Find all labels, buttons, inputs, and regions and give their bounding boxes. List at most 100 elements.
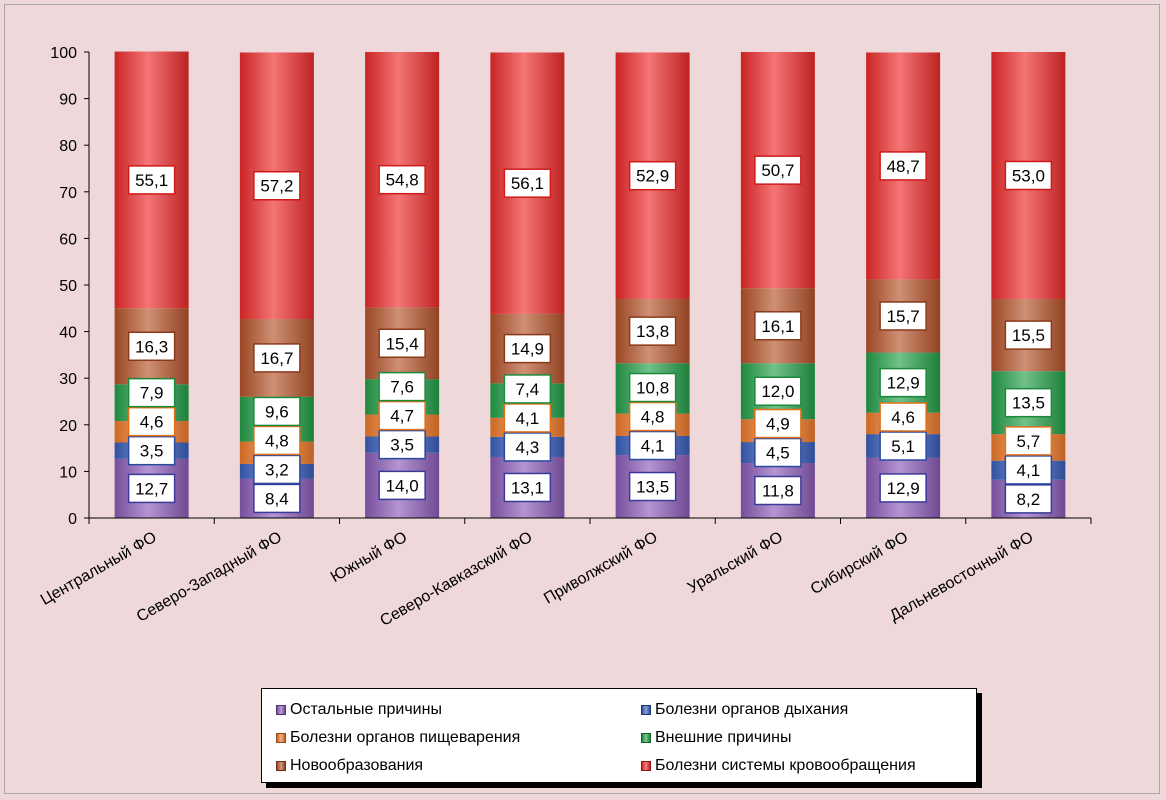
legend-label: Остальные причины	[290, 701, 442, 718]
x-category-label: Южный ФО	[328, 529, 410, 586]
data-label-box	[127, 473, 176, 504]
y-tick-label: 30	[59, 371, 77, 388]
legend-swatch	[276, 761, 286, 771]
legend-label: Внешние причины	[655, 729, 792, 746]
x-category-label: Уральский ФО	[685, 529, 786, 597]
data-label: 15,7	[887, 307, 920, 326]
data-label-box	[253, 396, 301, 427]
y-tick-label: 100	[50, 45, 77, 62]
data-label-box	[1004, 455, 1053, 485]
legend-item: Остальные причины	[276, 696, 641, 724]
data-label: 5,7	[1017, 432, 1041, 451]
data-label: 12,9	[887, 374, 920, 393]
data-label-box	[628, 372, 677, 403]
data-label: 15,4	[386, 334, 419, 353]
data-label-box	[253, 483, 301, 514]
data-label-box	[503, 403, 552, 433]
data-label: 12,0	[761, 382, 794, 401]
data-label-box	[127, 331, 176, 362]
legend-label: Болезни органов пищеварения	[290, 729, 521, 746]
data-label: 14,9	[511, 340, 544, 359]
data-label-box	[1004, 160, 1053, 191]
y-tick-label: 20	[59, 418, 77, 435]
y-tick-label: 50	[59, 278, 77, 295]
chart-frame: 0 10 20 30 40 50 60 70 80 90 100 Центральный ФО Севе…	[4, 4, 1160, 794]
data-label: 4,3	[516, 438, 540, 457]
data-label: 11,8	[762, 482, 794, 501]
data-label: 13,5	[636, 478, 669, 497]
data-label: 7,4	[516, 380, 540, 399]
data-label-box	[503, 374, 552, 404]
data-label: 7,9	[140, 384, 164, 403]
y-tick-label: 70	[59, 185, 77, 202]
x-category-label: Сибирский ФО	[808, 529, 911, 598]
legend-swatch	[276, 705, 286, 715]
legend-item: Болезни органов дыхания	[641, 696, 986, 724]
legend: Остальные причины Болезни органов дыхания…	[261, 688, 977, 783]
data-label-box	[879, 473, 927, 503]
data-label-box	[754, 311, 802, 341]
legend-item: Болезни системы кровообращения	[641, 752, 986, 780]
data-label-box	[253, 170, 301, 201]
data-label-box	[879, 301, 927, 331]
data-label: 14,0	[386, 476, 419, 495]
data-label: 13,5	[1012, 394, 1045, 413]
data-label: 4,8	[641, 408, 665, 427]
data-label: 4,1	[516, 409, 540, 428]
data-label: 4,7	[390, 407, 414, 426]
data-label-box	[378, 328, 426, 358]
x-category-label: Приволжский ФО	[541, 529, 661, 608]
data-label-box	[879, 151, 927, 181]
data-label: 8,4	[265, 489, 289, 508]
data-label-box	[879, 367, 927, 398]
data-label: 57,2	[260, 177, 293, 196]
data-label-box	[378, 470, 426, 501]
data-label-box	[628, 316, 677, 346]
data-labels-layer: 12,7 3,5 4,6 7,9 16,3 55,1 8,4 3,2 4,8 9,6 16,7 57,…	[127, 151, 1053, 514]
data-label-box	[253, 425, 301, 456]
data-label: 54,8	[386, 171, 419, 190]
y-tick-label: 90	[59, 92, 77, 109]
data-label: 52,9	[636, 167, 669, 186]
data-label-box	[1004, 426, 1053, 456]
data-label: 50,7	[761, 161, 794, 180]
data-label-box	[127, 435, 176, 466]
data-label: 16,3	[135, 337, 168, 356]
data-label-box	[754, 408, 802, 439]
legend-label: Болезни органов дыхания	[655, 701, 849, 718]
y-tick-label: 80	[59, 138, 77, 155]
data-label-box	[879, 402, 927, 432]
data-label-box	[127, 377, 176, 408]
data-label: 48,7	[887, 157, 920, 176]
data-label: 15,5	[1012, 326, 1045, 345]
data-label: 4,5	[766, 444, 790, 463]
legend-swatch	[276, 733, 286, 743]
data-label-box	[1004, 320, 1053, 350]
data-label-box	[628, 160, 677, 191]
legend-swatch	[641, 705, 651, 715]
legend-swatch	[641, 761, 651, 771]
data-label: 4,8	[265, 431, 289, 450]
y-tick-label: 0	[68, 511, 77, 528]
data-label: 8,2	[1017, 490, 1041, 509]
data-label-box	[378, 164, 426, 195]
data-label-box	[628, 471, 677, 502]
data-label-box	[628, 401, 677, 432]
data-label: 3,5	[390, 436, 414, 455]
legend-swatch	[641, 733, 651, 743]
data-label: 16,7	[260, 349, 293, 368]
legend-item: Внешние причины	[641, 724, 986, 752]
data-label-box	[378, 400, 426, 431]
data-label: 53,0	[1012, 166, 1045, 185]
y-tick-label: 10	[59, 464, 77, 481]
data-label-box	[503, 472, 552, 503]
legend-item: Новообразования	[276, 752, 641, 780]
legend-label: Болезни системы кровообращения	[655, 757, 916, 774]
data-label-box	[253, 343, 301, 373]
data-label-box	[253, 454, 301, 485]
data-label-box	[754, 475, 802, 506]
data-label-box	[378, 371, 426, 402]
data-label: 13,8	[636, 322, 669, 341]
data-label-box	[628, 430, 677, 461]
